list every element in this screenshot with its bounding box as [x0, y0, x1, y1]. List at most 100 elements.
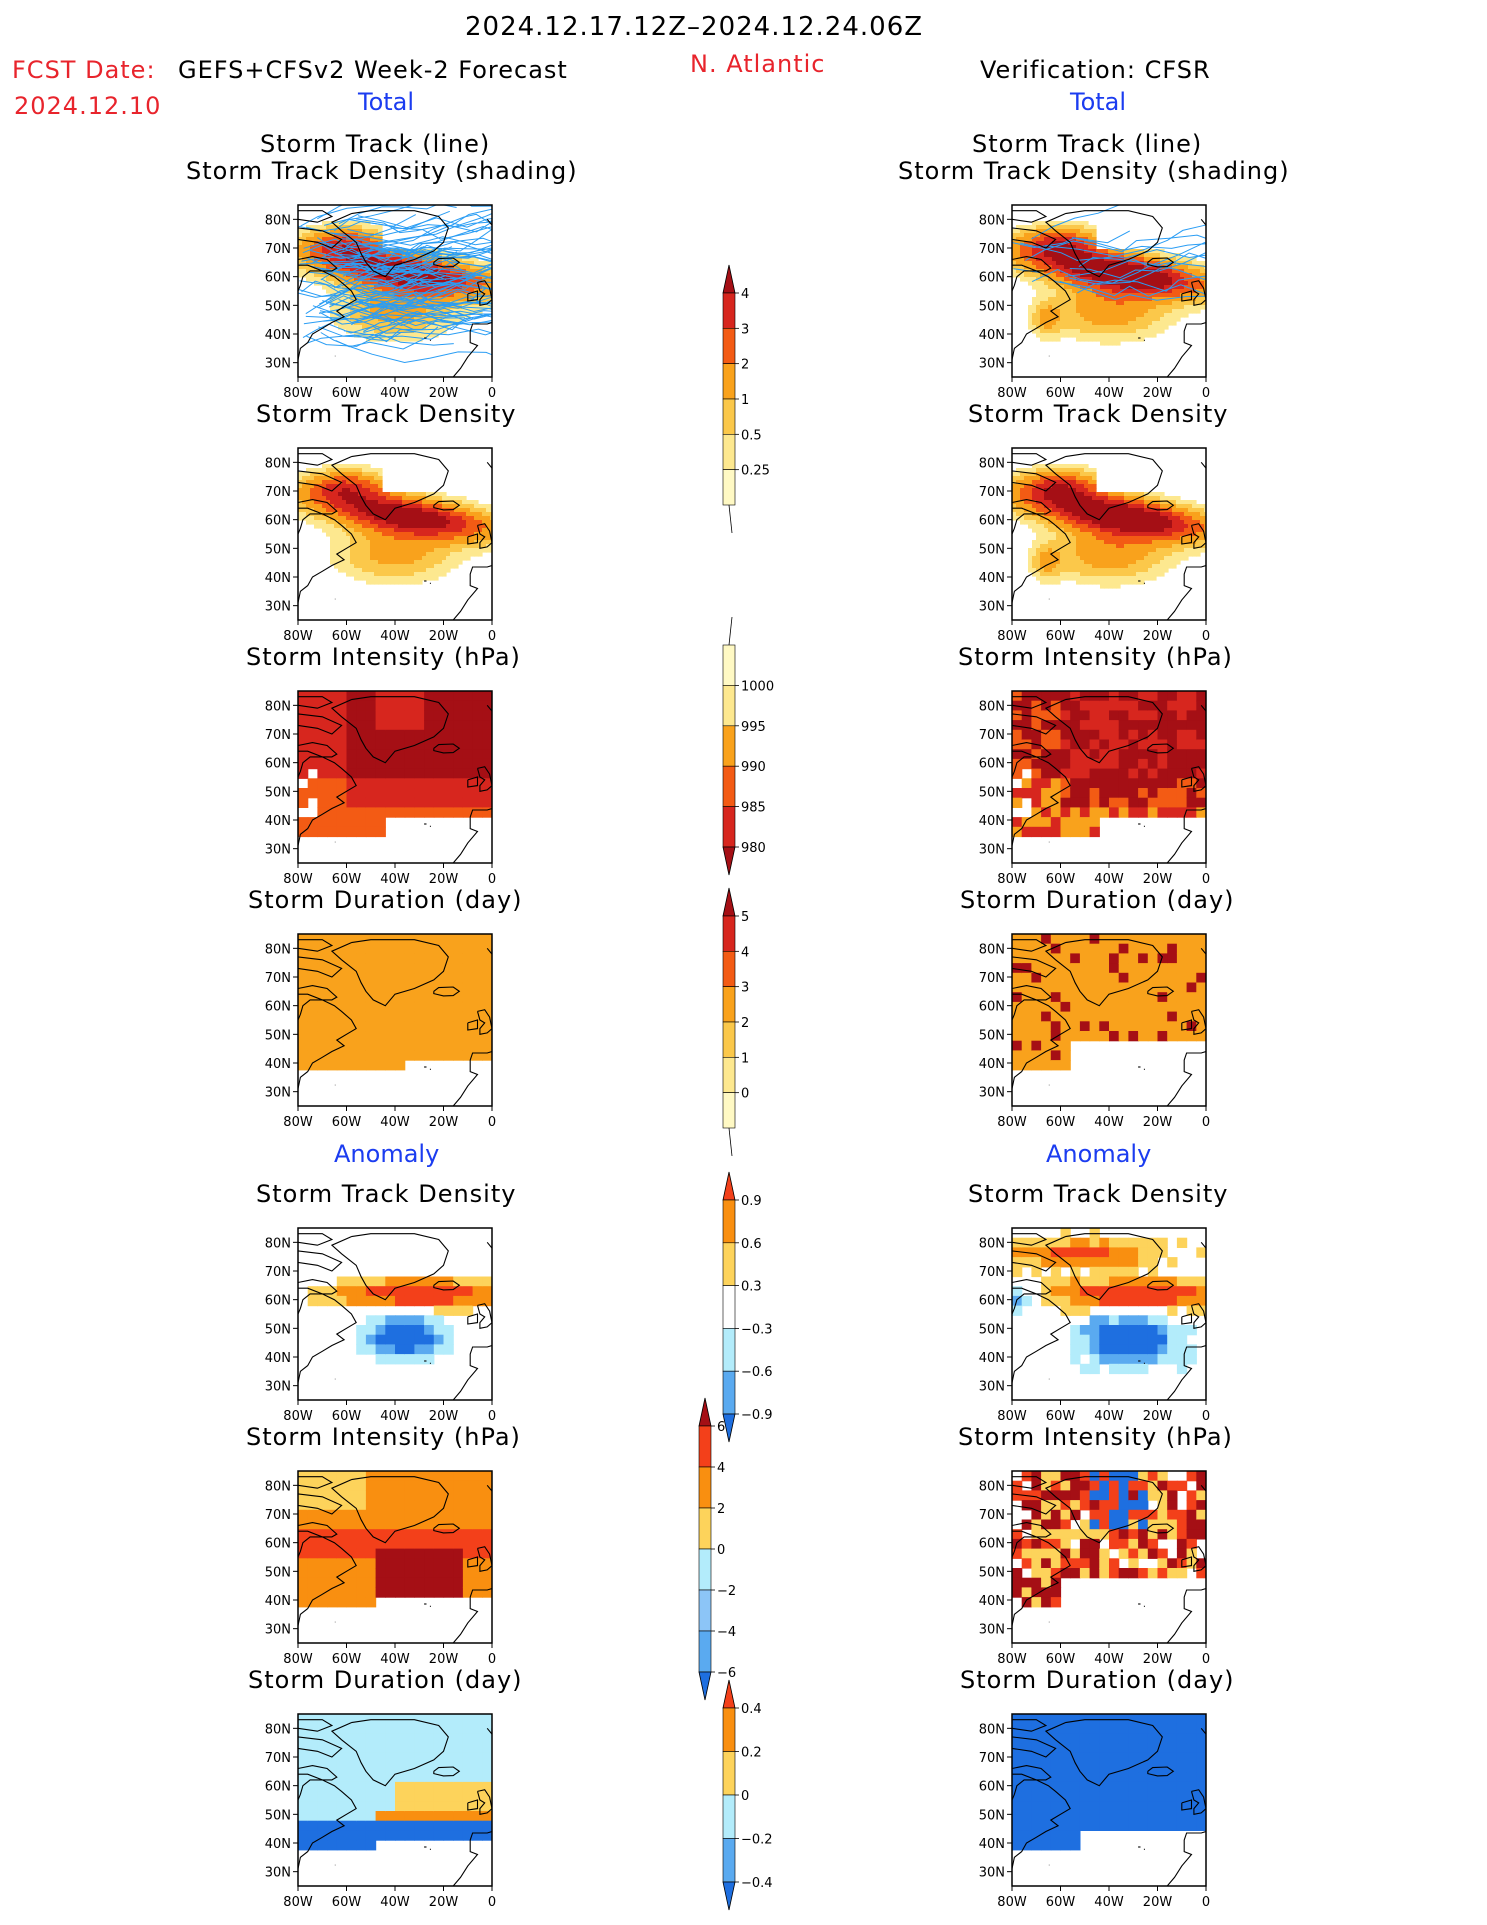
- field-cell: [1148, 536, 1153, 541]
- field-cell: [490, 504, 492, 509]
- field-cell: [1031, 691, 1042, 702]
- field-cell: [1120, 556, 1125, 561]
- field-cell: [1124, 492, 1129, 497]
- field-cell: [418, 325, 423, 330]
- field-cell: [314, 484, 319, 489]
- field-cell: [1176, 512, 1181, 517]
- field-cell: [1089, 691, 1100, 702]
- field-cell: [446, 496, 451, 501]
- field-cell: [1108, 249, 1113, 254]
- field-cell: [1176, 528, 1181, 533]
- field-cell: [1040, 476, 1045, 481]
- field-cell: [1144, 508, 1149, 513]
- field-cell: [1088, 281, 1093, 286]
- field-cell: [462, 516, 467, 521]
- field-cell: [1109, 768, 1120, 779]
- field-cell: [442, 544, 447, 549]
- field-cell: [1144, 269, 1149, 274]
- field-cell: [426, 285, 431, 290]
- field-cell: [1128, 520, 1133, 525]
- field-cell: [490, 265, 492, 270]
- field-cell: [418, 309, 423, 314]
- field-cell: [358, 496, 363, 501]
- field-cell: [1044, 564, 1049, 569]
- field-cell: [453, 807, 464, 818]
- field-cell: [358, 576, 363, 581]
- field-cell: [1109, 729, 1120, 741]
- field-cell: [322, 265, 327, 270]
- field-cell: [1176, 508, 1181, 513]
- field-cell: [450, 544, 455, 549]
- field-cell: [1152, 329, 1157, 334]
- lon-tick-label: 0: [1202, 629, 1210, 644]
- field-cell: [1052, 484, 1057, 489]
- field-cell: [458, 293, 463, 298]
- field-cell: [434, 552, 439, 557]
- field-cell: [1196, 516, 1201, 521]
- field-cell: [1140, 277, 1145, 282]
- field-cell: [430, 560, 435, 565]
- field-cell: [1012, 229, 1017, 234]
- field-cell: [1092, 337, 1097, 342]
- field-cell: [346, 568, 351, 573]
- field-cell: [395, 807, 406, 818]
- field-cell: [1156, 548, 1161, 553]
- field-cell: [330, 241, 335, 246]
- field-cell: [362, 524, 367, 529]
- field-cell: [418, 536, 423, 541]
- field-cell: [1136, 269, 1141, 274]
- field-cell: [398, 560, 403, 565]
- field-cell: [490, 273, 492, 278]
- field-cell: [1164, 281, 1169, 286]
- field-cell: [330, 532, 335, 537]
- field-cell: [1176, 496, 1181, 501]
- field-cell: [446, 556, 451, 561]
- field-cell: [1172, 305, 1177, 310]
- field-cell: [1036, 496, 1041, 501]
- field-cell: [490, 269, 492, 274]
- field-cell: [1028, 488, 1033, 493]
- field-cell: [1112, 540, 1117, 545]
- field-cell: [1144, 321, 1149, 326]
- field-cell: [317, 710, 328, 721]
- field-cell: [1116, 305, 1121, 310]
- field-cell: [1044, 540, 1049, 545]
- field-cell: [378, 536, 383, 541]
- field-cell: [418, 313, 423, 318]
- field-cell: [1068, 277, 1073, 282]
- field-cell: [1088, 568, 1093, 573]
- field-cell: [410, 528, 415, 533]
- field-cell: [356, 826, 367, 838]
- field-cell: [478, 269, 483, 274]
- field-cell: [1172, 293, 1177, 298]
- field-cell: [1200, 269, 1205, 274]
- field-cell: [346, 476, 351, 481]
- field-cell: [1041, 797, 1052, 808]
- field-cell: [1152, 277, 1157, 282]
- field-cell: [394, 528, 399, 533]
- field-cell: [1024, 249, 1029, 254]
- field-cell: [1100, 321, 1105, 326]
- fcst-label: FCST Date:: [12, 56, 156, 84]
- field-cell: [1124, 512, 1129, 517]
- field-cell: [1148, 524, 1153, 529]
- field-cell: [362, 552, 367, 557]
- field-cell: [374, 265, 379, 270]
- field-cell: [1012, 265, 1017, 270]
- field-cell: [1064, 305, 1069, 310]
- field-cell: [1068, 249, 1073, 254]
- field-cell: [346, 758, 357, 770]
- field-cell: [406, 580, 411, 585]
- field-cell: [1168, 508, 1173, 513]
- field-cell: [422, 528, 427, 533]
- field-cell: [1064, 265, 1069, 270]
- field-cell: [478, 281, 483, 286]
- field-cell: [1020, 237, 1025, 242]
- field-cell: [1048, 221, 1053, 226]
- region-label: N. Atlantic: [690, 50, 826, 78]
- field-cell: [378, 285, 383, 290]
- field-cell: [350, 508, 355, 513]
- field-cell: [1088, 516, 1093, 521]
- field-cell: [1140, 532, 1145, 537]
- field-cell: [1108, 576, 1113, 581]
